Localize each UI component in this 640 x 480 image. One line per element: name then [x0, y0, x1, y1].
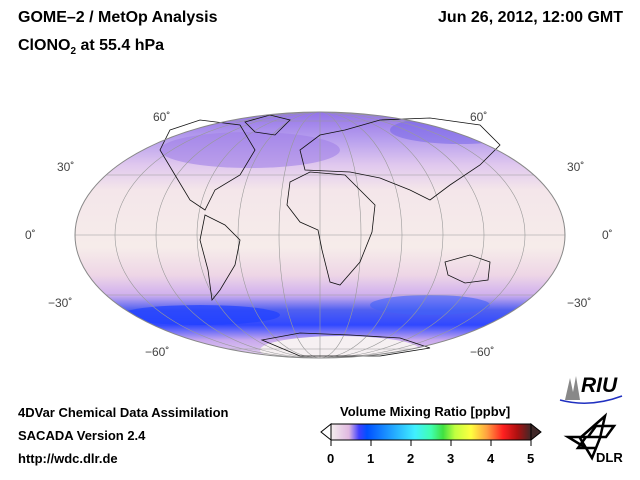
- lat-label-30n-right: 30˚: [567, 160, 585, 174]
- dlr-logo-text: DLR: [596, 450, 623, 465]
- lat-label-eq-right: 0˚: [602, 228, 613, 242]
- lat-label-30s: −30˚: [48, 296, 73, 310]
- riu-logo-text: RIU: [581, 374, 618, 397]
- lat-label-30s-right: −30˚: [567, 296, 592, 310]
- riu-logo: [559, 376, 623, 404]
- colorbar-tick-0: 0: [327, 451, 335, 466]
- lat-label-60n-right: 60˚: [470, 110, 488, 124]
- lat-label-30n: 30˚: [57, 160, 75, 174]
- footer-url: http://wdc.dlr.de: [18, 451, 118, 466]
- colorbar-tick-5: 5: [527, 451, 535, 466]
- map-border: [74, 111, 566, 359]
- colorbar-tick-3: 3: [447, 451, 455, 466]
- lat-label-eq: 0˚: [25, 228, 36, 242]
- colorbar-title: Volume Mixing Ratio [ppbv]: [340, 404, 511, 419]
- colorbar-under-arrow: [320, 422, 332, 442]
- colorbar-tick-4: 4: [487, 451, 495, 466]
- footer-line2: SACADA Version 2.4: [18, 428, 146, 443]
- footer-line1: 4DVar Chemical Data Assimilation: [18, 405, 229, 420]
- colorbar-tick-1: 1: [367, 451, 375, 466]
- lat-label-60n: 60˚: [153, 110, 171, 124]
- colorbar: [330, 423, 532, 441]
- colorbar-tick-2: 2: [407, 451, 415, 466]
- figure-title: GOME–2 / MetOp Analysis: [18, 9, 218, 26]
- datetime-label: Jun 26, 2012, 12:00 GMT: [438, 9, 623, 26]
- species-label: ClONO2 at 55.4 hPa: [18, 37, 165, 58]
- dlr-logo: [563, 412, 617, 461]
- colorbar-ticks: [330, 440, 532, 446]
- lat-label-60s: −60˚: [145, 345, 170, 359]
- lat-label-60s-right: −60˚: [470, 345, 495, 359]
- coastlines: [159, 114, 501, 357]
- colorbar-over-arrow: [530, 422, 542, 442]
